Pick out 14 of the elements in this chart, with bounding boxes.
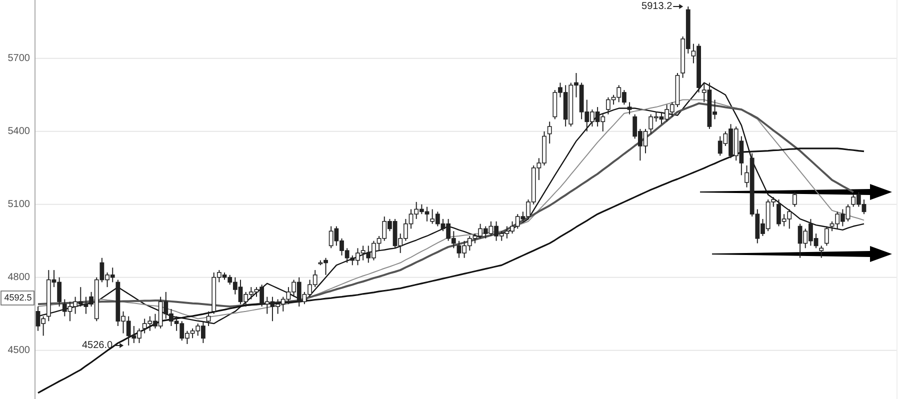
candlestick [547, 121, 552, 144]
candlestick [627, 102, 632, 115]
y-tick-label: 5100 [8, 199, 30, 210]
annotation: 4526.0 [82, 340, 114, 352]
text: 4592.5 [4, 292, 32, 302]
annotation: 5913.2 [642, 1, 673, 12]
candlestick [824, 226, 829, 246]
y-tick-label: 4800 [8, 272, 30, 283]
candlestick [819, 245, 824, 258]
candlestick [206, 310, 211, 327]
y-tick-label: 5400 [8, 126, 30, 138]
y-tick-label: 5700 [8, 53, 30, 64]
candlestick [792, 192, 797, 208]
y-tick-label: 4500 [8, 344, 30, 356]
